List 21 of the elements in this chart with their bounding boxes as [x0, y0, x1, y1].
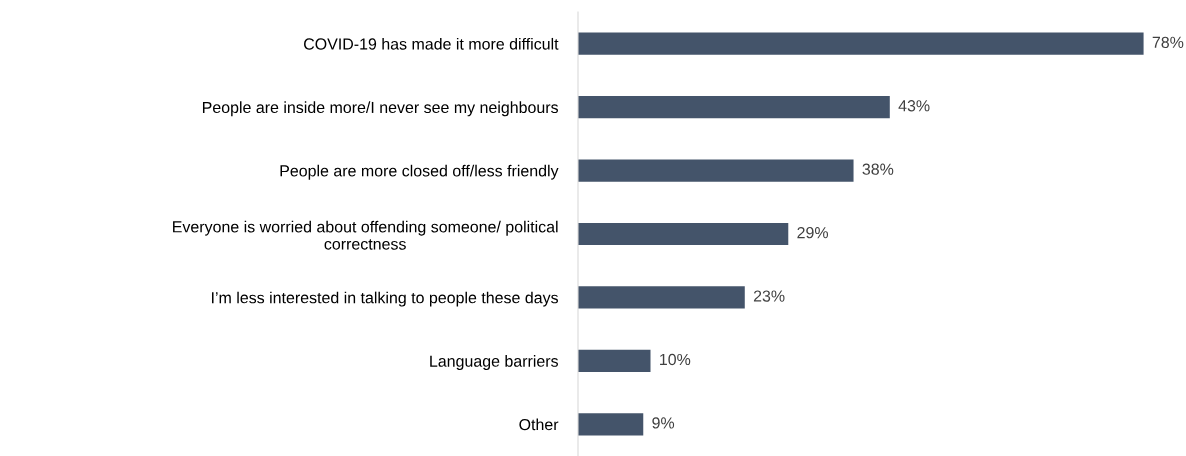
- data-label: 10%: [660, 353, 691, 366]
- bar: [578, 413, 644, 436]
- data-label: 23%: [753, 290, 785, 302]
- y-tick-label: Other: [519, 418, 559, 431]
- bar: [578, 286, 745, 309]
- y-tick-label: I’m less interested in talking to people these days: [212, 291, 558, 307]
- y-tick-label: People are inside more/I never see my neighbours: [202, 101, 559, 117]
- y-tick-label: People are more closed off/less friendly: [280, 164, 559, 180]
- bar: [578, 32, 1144, 55]
- y-tick-label: Language barriers: [430, 355, 558, 370]
- bar: [578, 159, 854, 182]
- data-label: 29%: [797, 226, 829, 239]
- data-label: 78%: [1152, 36, 1184, 48]
- y-tick-label: COVID-19 has made it more difficult: [304, 37, 559, 50]
- bar: [578, 222, 789, 246]
- bar: [578, 96, 890, 119]
- y-tick-label: Everyone is worried about offending someone/ political correctness: [173, 220, 558, 250]
- data-label: 9%: [652, 417, 675, 429]
- bar: [578, 349, 651, 372]
- data-label: 43%: [898, 100, 930, 112]
- data-label: 38%: [862, 163, 894, 175]
